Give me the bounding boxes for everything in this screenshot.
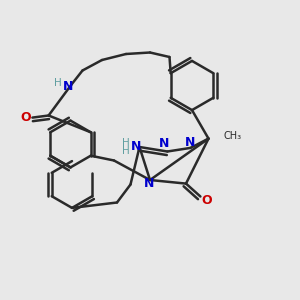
Text: N: N bbox=[159, 137, 170, 150]
Text: H: H bbox=[122, 146, 129, 157]
Text: O: O bbox=[20, 111, 31, 124]
Text: CH₃: CH₃ bbox=[224, 130, 242, 141]
Text: O: O bbox=[202, 194, 212, 207]
Text: N: N bbox=[131, 140, 142, 153]
Text: H: H bbox=[54, 78, 61, 88]
Text: N: N bbox=[144, 177, 154, 190]
Text: N: N bbox=[63, 80, 74, 94]
Text: H: H bbox=[122, 137, 129, 148]
Text: N: N bbox=[185, 136, 196, 149]
